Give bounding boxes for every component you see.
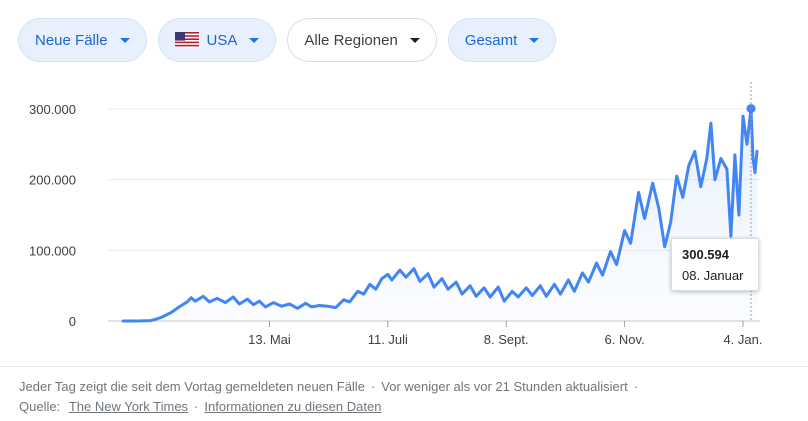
caret-down-icon [409, 37, 420, 43]
info-link[interactable]: Informationen zu diesen Daten [204, 399, 382, 414]
tooltip-date: 08. Januar [682, 268, 744, 283]
y-tick-label: 0 [69, 314, 76, 329]
chart-footer: Jeder Tag zeigt die seit dem Vortag geme… [19, 377, 644, 417]
caret-down-icon [529, 37, 540, 43]
series-line [121, 107, 759, 323]
source-link[interactable]: The New York Times [68, 399, 189, 414]
footer-line-2: Quelle: The New York Times · Informationen… [19, 397, 644, 417]
footer-updated: Vor weniger als vor 21 Stunden aktualisi… [381, 379, 628, 394]
highlight-point [746, 104, 756, 114]
x-tick-label: 8. Sept. [484, 332, 529, 347]
source-label: Quelle: [19, 399, 61, 414]
x-tick-label: 11. Juli [368, 332, 408, 347]
x-tick-label: 13. Mai [248, 332, 291, 347]
region-dropdown-label: Alle Regionen [304, 31, 398, 49]
y-tick-label: 200.000 [29, 173, 76, 188]
caret-down-icon [249, 37, 260, 43]
separator-dot: · [194, 399, 199, 414]
separator-dot: · [633, 379, 639, 394]
region-dropdown[interactable]: Alle Regionen [287, 18, 437, 62]
y-tick-label: 300.000 [29, 102, 76, 117]
filter-bar: Neue Fälle USA Alle Regionen Gesamt [18, 18, 557, 62]
separator-dot: · [370, 379, 376, 394]
scope-dropdown[interactable]: Gesamt [447, 18, 557, 62]
scope-dropdown-label: Gesamt [464, 31, 518, 49]
metric-dropdown[interactable]: Neue Fälle [18, 18, 147, 62]
series-area [123, 108, 757, 321]
cases-line-chart[interactable]: 0 100.000 200.000 300.000 13. Mai 11. Juli 8. … [0, 70, 808, 360]
caret-down-icon [119, 37, 130, 43]
chart-tooltip: 300.594 08. Januar [671, 238, 759, 291]
us-flag-icon [174, 32, 199, 48]
metric-dropdown-label: Neue Fälle [35, 31, 108, 49]
x-tick-label: 6. Nov. [604, 332, 644, 347]
footer-line-1: Jeder Tag zeigt die seit dem Vortag geme… [19, 377, 644, 397]
footer-divider [0, 366, 808, 367]
country-dropdown[interactable]: USA [157, 18, 277, 62]
y-tick-label: 100.000 [29, 243, 76, 258]
footer-description: Jeder Tag zeigt die seit dem Vortag geme… [19, 379, 365, 394]
x-tick-label: 4. Jan. [723, 332, 762, 347]
tooltip-value: 300.594 [682, 247, 729, 262]
country-dropdown-label: USA [206, 31, 238, 49]
